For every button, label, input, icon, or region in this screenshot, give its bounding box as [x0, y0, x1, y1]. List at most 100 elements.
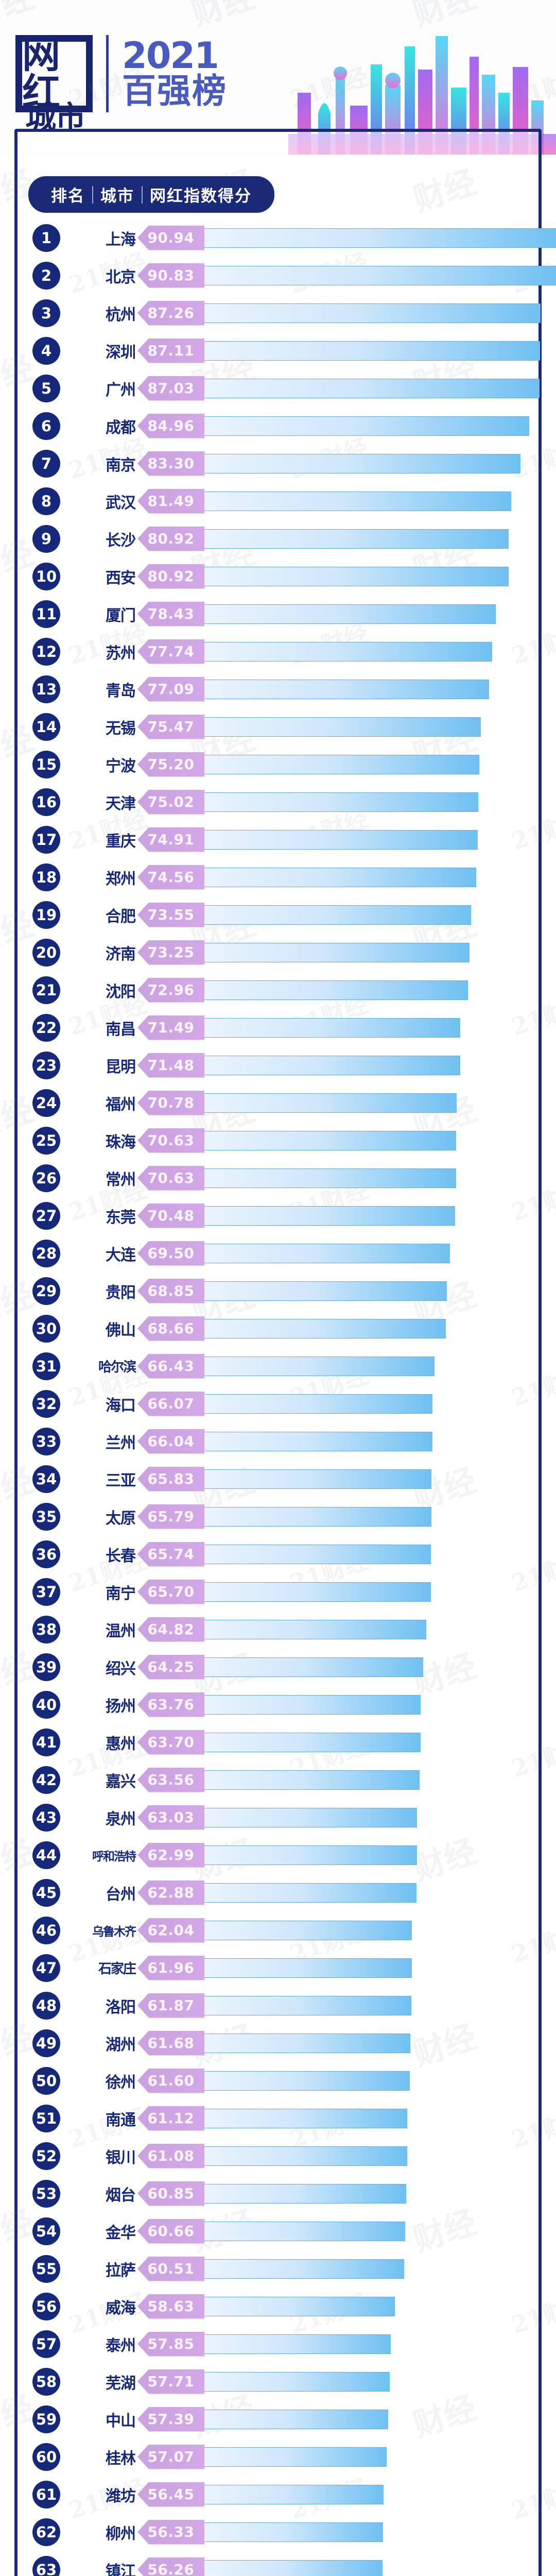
rank-badge: 51 — [32, 2104, 60, 2132]
rank-badge: 54 — [32, 2217, 60, 2245]
rank-badge: 52 — [32, 2142, 60, 2170]
score-value: 65.79 — [147, 1508, 195, 1525]
score-pill: 75.02 — [137, 789, 204, 815]
city-name: 常州 — [106, 1171, 136, 1189]
score-bar — [204, 1732, 421, 1752]
city-name: 济南 — [106, 945, 136, 963]
rank-badge: 46 — [32, 1916, 60, 1944]
score-value: 90.94 — [147, 229, 195, 246]
city-name: 武汉 — [106, 494, 136, 512]
table-row: 1 上海 90.94 — [0, 219, 556, 257]
score-bar — [204, 1657, 423, 1677]
score-pill: 61.68 — [137, 2030, 204, 2056]
score-value: 75.02 — [147, 793, 195, 810]
score-bar — [204, 2221, 405, 2241]
city-name: 湖州 — [106, 2036, 136, 2054]
rank-badge: 31 — [32, 1352, 60, 1380]
score-bar — [204, 265, 556, 285]
city-name: 深圳 — [106, 343, 136, 362]
rank-badge: 20 — [32, 938, 60, 967]
table-row: 6 成都 84.96 — [0, 407, 556, 445]
score-value: 66.04 — [147, 1433, 195, 1450]
table-row: 33 兰州 66.04 — [0, 1422, 556, 1460]
score-value: 68.66 — [147, 1320, 195, 1337]
score-bar — [204, 1619, 426, 1639]
city-name: 合肥 — [106, 907, 136, 926]
score-bar — [204, 1356, 435, 1376]
score-bar — [204, 1168, 456, 1188]
score-value: 72.96 — [147, 981, 195, 998]
table-row: 62 柳州 56.33 — [0, 2513, 556, 2551]
table-row: 48 洛阳 61.87 — [0, 1987, 556, 2024]
table-row: 4 深圳 87.11 — [0, 332, 556, 369]
city-name: 三亚 — [106, 1471, 136, 1490]
rank-badge: 48 — [32, 1991, 60, 2020]
score-pill: 80.92 — [137, 564, 204, 589]
score-value: 64.25 — [147, 1658, 195, 1675]
score-pill: 64.25 — [137, 1654, 204, 1680]
score-pill: 70.63 — [137, 1128, 204, 1153]
score-bar — [204, 1055, 460, 1075]
city-name: 泰州 — [106, 2336, 136, 2355]
score-pill: 77.74 — [137, 639, 204, 664]
score-bar — [204, 2334, 391, 2354]
city-name: 贵阳 — [106, 1283, 136, 1302]
table-row: 7 南京 83.30 — [0, 445, 556, 482]
score-value: 69.50 — [147, 1245, 195, 1262]
table-row: 26 常州 70.63 — [0, 1159, 556, 1197]
table-row: 44 呼和浩特 62.99 — [0, 1836, 556, 1874]
city-name: 天津 — [106, 794, 136, 813]
score-value: 66.07 — [147, 1395, 195, 1412]
score-pill: 66.04 — [137, 1429, 204, 1454]
table-row: 18 郑州 74.56 — [0, 858, 556, 896]
score-bar — [204, 829, 478, 850]
table-row: 60 桂林 57.07 — [0, 2438, 556, 2476]
rank-badge: 36 — [32, 1540, 60, 1568]
score-bar — [204, 1469, 431, 1489]
score-value: 63.03 — [147, 1809, 195, 1826]
rank-badge: 39 — [32, 1653, 60, 1681]
score-bar — [204, 905, 471, 925]
score-value: 80.92 — [147, 568, 195, 585]
city-name: 金华 — [106, 2224, 136, 2242]
score-pill: 68.66 — [137, 1316, 204, 1341]
score-value: 57.71 — [147, 2373, 195, 2390]
score-value: 63.70 — [147, 1734, 195, 1751]
table-row: 37 南宁 65.70 — [0, 1573, 556, 1611]
score-bar — [204, 604, 496, 624]
score-value: 56.45 — [147, 2486, 195, 2503]
score-value: 56.26 — [147, 2561, 195, 2576]
score-pill: 65.79 — [137, 1504, 204, 1529]
rank-badge: 12 — [32, 637, 60, 666]
score-pill: 56.45 — [137, 2482, 204, 2507]
column-header-0: 排名 — [51, 187, 85, 206]
score-value: 60.51 — [147, 2260, 195, 2277]
score-value: 62.99 — [147, 1846, 195, 1863]
table-row: 54 金华 60.66 — [0, 2212, 556, 2250]
score-bar — [204, 679, 489, 699]
rank-badge: 7 — [32, 449, 60, 478]
city-name: 福州 — [106, 1095, 136, 1114]
score-pill: 62.04 — [137, 1918, 204, 1943]
score-bar — [204, 1544, 431, 1564]
table-row: 15 宁波 75.20 — [0, 745, 556, 783]
rank-badge: 28 — [32, 1239, 60, 1267]
rank-badge: 55 — [32, 2255, 60, 2283]
city-name: 兰州 — [106, 1434, 136, 1452]
rank-badge: 43 — [32, 1803, 60, 1832]
score-bar — [204, 2484, 384, 2504]
rank-badge: 27 — [32, 1201, 60, 1230]
score-pill: 71.48 — [137, 1053, 204, 1078]
rank-badge: 3 — [32, 299, 60, 327]
score-pill: 81.49 — [137, 488, 204, 514]
city-name: 银川 — [106, 2148, 136, 2167]
score-bar — [204, 1281, 447, 1301]
score-bar — [204, 792, 478, 812]
score-value: 61.60 — [147, 2072, 195, 2089]
score-pill: 70.78 — [137, 1090, 204, 1115]
score-pill: 90.94 — [137, 225, 204, 250]
score-pill: 61.08 — [137, 2143, 204, 2168]
score-bar — [204, 2296, 395, 2316]
score-bar — [204, 2071, 410, 2091]
table-row: 56 威海 58.63 — [0, 2287, 556, 2325]
